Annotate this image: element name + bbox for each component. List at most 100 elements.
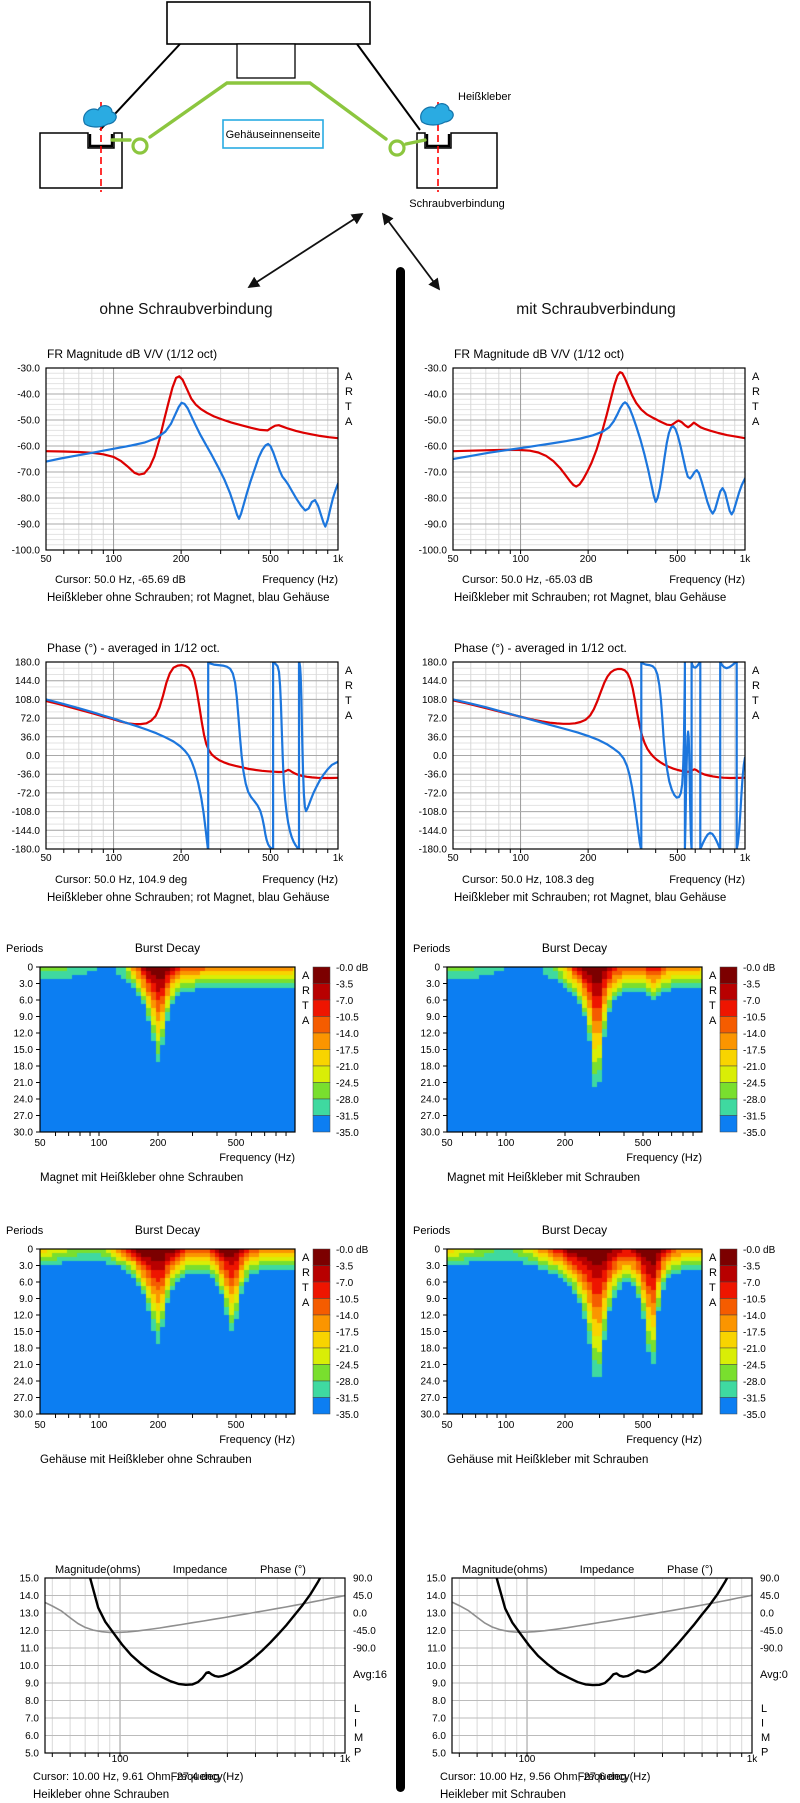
chart-title: FR Magnitude dB V/V (1/12 oct): [47, 347, 217, 361]
x-axis-label: Frequency (Hz): [626, 1152, 702, 1164]
plot-area[interactable]: [39, 1248, 296, 1415]
y-tick-label: 30.0: [421, 1128, 441, 1139]
colorbar-cell: [719, 983, 738, 1001]
y-tick-label: 0: [27, 963, 33, 974]
right-tick-label: -90.0: [760, 1644, 783, 1655]
x-tick-label: 200: [173, 554, 190, 565]
fr_ohne-chart: -30.0 -40.0 -50.0 -60.0 -70.0 -80.0 -90.0 -100.…: [12, 347, 353, 604]
arta-watermark: R: [302, 1267, 310, 1279]
speaker-diagram: Heißkleber Gehäuseinnenseite Schraubverb…: [39, 1, 512, 291]
x-tick-label: 200: [580, 554, 597, 565]
enclosure-block-right: [416, 132, 498, 189]
colorbar-cell: [719, 1380, 738, 1398]
plot-area[interactable]: [45, 661, 339, 850]
colorbar-label: -35.0: [336, 1128, 359, 1139]
chart-title: Burst Decay: [135, 941, 200, 955]
y-tick-label: 72.0: [428, 714, 448, 725]
colorbar-cell: [312, 1098, 331, 1116]
y-tick-label: -90.0: [17, 520, 40, 531]
arta-watermark: A: [752, 710, 760, 722]
colorbar-label: -7.0: [743, 1278, 761, 1289]
burst_magnet_mit-heatmap[interactable]: [447, 967, 702, 1132]
right-tick-label: 45.0: [760, 1591, 780, 1602]
burst_gehaeuse_mit-block: Periods Burst Decay 0 3.0 6.0 9.0 12.0 15.0 18.0…: [407, 1212, 800, 1472]
arta-watermark: T: [709, 1282, 716, 1294]
limp-watermark: P: [761, 1747, 768, 1759]
y-tick-label: -80.0: [424, 494, 447, 505]
phase-axis-title: Phase (°): [260, 1564, 306, 1576]
plot-area[interactable]: [452, 661, 746, 850]
y-tick-label: 5.0: [25, 1749, 39, 1760]
limp-watermark: L: [761, 1703, 767, 1715]
y-tick-label: -36.0: [424, 770, 447, 781]
fr_ohne-series-gehäuse: [46, 401, 338, 528]
right-tick-label: 90.0: [760, 1574, 780, 1585]
phase_mit-series-magnet: [453, 667, 745, 780]
chart-caption: Magnet mit Heißkleber mit Schrauben: [447, 1172, 640, 1184]
arta-watermark: A: [345, 416, 353, 428]
chart-caption: Heißkleber mit Schrauben; rot Magnet, bl…: [454, 892, 726, 904]
colorbar-cell: [312, 999, 331, 1017]
cursor-readout: Cursor: 50.0 Hz, 108.3 deg: [462, 874, 594, 886]
plot-area[interactable]: [452, 367, 746, 551]
chart-caption: Heißkleber ohne Schrauben; rot Magnet, b…: [47, 592, 330, 604]
x-axis-label: Frequency(Hz): [578, 1771, 651, 1783]
burst_gehaeuse_mit-heatmap[interactable]: [447, 1249, 702, 1414]
y-tick-label: 72.0: [21, 714, 41, 725]
colorbar-label: -21.0: [743, 1062, 766, 1073]
fr_mit-series-gehäuse: [453, 401, 745, 516]
colorbar-cell: [719, 1115, 738, 1133]
arta-watermark: A: [709, 1015, 717, 1027]
plot-area[interactable]: [44, 1577, 346, 1754]
y-tick-label: 0: [434, 1245, 440, 1256]
arta-watermark: R: [345, 680, 353, 692]
limp-watermark: M: [354, 1732, 363, 1744]
colorbar-cell: [719, 1082, 738, 1100]
y-tick-label: -108.0: [12, 807, 41, 818]
colorbar-cell: [719, 1331, 738, 1349]
x-tick-label: 200: [173, 853, 190, 864]
arta-watermark: A: [302, 1297, 310, 1309]
arta-watermark: A: [709, 970, 717, 982]
y-tick-label: 24.0: [14, 1095, 34, 1106]
colorbar-cell: [312, 1397, 331, 1415]
plot-area[interactable]: [446, 966, 703, 1133]
colorbar-cell: [312, 1265, 331, 1283]
burst_magnet_ohne-heatmap[interactable]: [40, 967, 295, 1132]
x-tick-label: 500: [669, 853, 686, 864]
colorbar-label: -10.5: [743, 1013, 766, 1024]
imp_ohne-block: 15.0 14.0 13.0 12.0 11.0 10.0 9.0 8.0 7.0 6.0 5.0 1…: [0, 1560, 393, 1803]
plot-area[interactable]: [45, 367, 339, 551]
colorbar-cell: [719, 1265, 738, 1283]
colorbar-cell: [719, 1016, 738, 1034]
arrow-to-right-column: [381, 212, 441, 291]
colorbar-label: -14.0: [336, 1029, 359, 1040]
colorbar-label: -3.5: [743, 1262, 761, 1273]
y-tick-label: -80.0: [17, 494, 40, 505]
chart-title: Phase (°) - averaged in 1/12 oct.: [454, 641, 627, 655]
arta-watermark: T: [302, 1000, 309, 1012]
colorbar-label: -21.0: [336, 1344, 359, 1355]
voice-coil-shape: [236, 43, 296, 79]
x-tick-label: 1k: [340, 1754, 352, 1765]
burst_magnet_mit-overlay: Periods Burst Decay 0 3.0 6.0 9.0 12.0 15.0 18.0…: [413, 941, 776, 1184]
plot-area[interactable]: [39, 966, 296, 1133]
y-tick-label: 36.0: [428, 732, 448, 743]
chart-caption: Heikleber ohne Schrauben: [33, 1789, 169, 1801]
plot-area[interactable]: [446, 1248, 703, 1415]
colorbar-cell: [719, 1049, 738, 1067]
x-tick-label: 50: [40, 554, 52, 565]
y-tick-label: 15.0: [427, 1574, 447, 1585]
colorbar-label: -3.5: [336, 980, 354, 991]
burst_magnet_mit-block: Periods Burst Decay 0 3.0 6.0 9.0 12.0 15.0 18.0…: [407, 930, 800, 1190]
y-tick-label: -70.0: [424, 468, 447, 479]
y-tick-label: 21.0: [421, 1360, 441, 1371]
x-tick-label: 100: [112, 1754, 129, 1765]
y-tick-label: 108.0: [15, 695, 40, 706]
plot-area[interactable]: [451, 1577, 753, 1754]
y-tick-label: -144.0: [12, 826, 41, 837]
burst_gehaeuse_ohne-heatmap[interactable]: [40, 1249, 295, 1414]
y-tick-label: 11.0: [427, 1644, 446, 1655]
y-tick-label: 15.0: [14, 1327, 34, 1338]
colorbar-cell: [312, 1065, 331, 1083]
